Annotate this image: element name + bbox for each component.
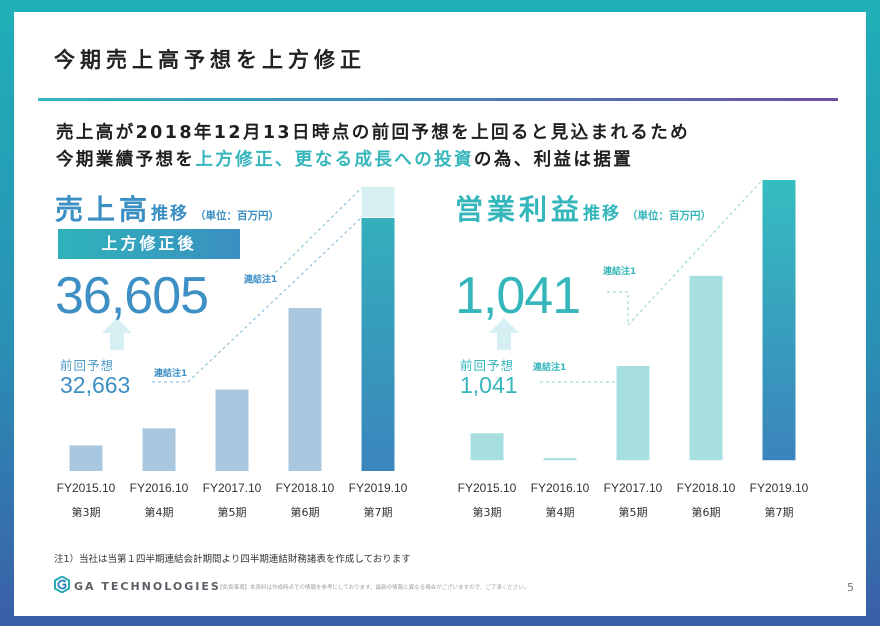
revised-label: 上方修正後 [58,229,240,259]
revenue-x-label-2: FY2017.10 [203,481,262,495]
revenue-x-label-3: FY2018.10 [276,481,335,495]
op-income-chart-title: 営業利益推移 （単位：百万円） [455,188,711,228]
revenue-period-label-2: 第5期 [218,505,247,519]
op-title-small: 推移 [583,204,622,224]
revenue-period-label-0: 第3期 [72,505,101,519]
op-prev-note: 連結注1 [533,363,567,373]
lead-line-2-a: 今期業績予想を [56,150,196,170]
revenue-unit: （単位：百万円） [195,210,280,222]
lead-line-1: 売上高が2018年12月13日時点の前回予想を上回ると見込まれるため [56,123,691,143]
logo-icon [54,576,70,593]
title-rule [38,98,838,101]
logo-text: GA TECHNOLOGIES [74,580,221,593]
revenue-revised-value: 36,605 [55,267,209,325]
revenue-revised-connector [244,187,362,284]
op-prev-value: 1,041 [460,372,518,398]
op-revised-connector [607,179,763,327]
revenue-bar-0 [69,445,103,471]
op-income-bar-4 [762,180,796,461]
revenue-bar-3 [288,308,322,471]
op-income-x-label-0: FY2015.10 [458,481,517,495]
op-revised-note: 連結注1 [603,267,637,277]
op-income-x-label-1: FY2016.10 [531,481,590,495]
op-income-bar-0 [470,433,504,461]
revenue-bar-4 [361,186,395,472]
op-income-x-label-4: FY2019.10 [750,481,809,495]
op-income-period-label-4: 第7期 [765,505,794,519]
op-unit: （単位：百万円） [627,210,712,222]
op-income-period-label-0: 第3期 [473,505,502,519]
op-revised-value: 1,041 [455,267,581,325]
revenue-title-small: 推移 [151,204,190,224]
op-income-x-label-3: FY2018.10 [677,481,736,495]
op-income-period-label-2: 第5期 [619,505,648,519]
disclaimer: 【免責事項】本資料は作成時点での情報を参考にしております。最新の情報と異なる場合… [217,585,530,591]
lead-line-2-accent: 上方修正、更なる成長への投資 [195,150,474,170]
page-number: 5 [847,581,854,594]
op-income-period-label-1: 第4期 [546,505,575,519]
revenue-revised-note: 連結注1 [244,275,278,285]
revenue-x-label-1: FY2016.10 [130,481,189,495]
op-prev-label: 前回予想 [460,358,515,373]
slide [14,12,866,616]
revenue-bar-2 [215,389,249,471]
revenue-prev-connector [152,217,362,383]
revenue-title-big: 売上高 [55,193,152,226]
op-income-x-label-2: FY2017.10 [604,481,663,495]
revenue-period-label-1: 第4期 [145,505,174,519]
revenue-x-label-4: FY2019.10 [349,481,408,495]
revenue-x-label-0: FY2015.10 [57,481,116,495]
op-income-period-label-3: 第6期 [692,505,721,519]
page-title: 今期売上高予想を上方修正 [54,48,366,72]
revenue-prev-note: 連結注1 [154,369,188,379]
revenue-up-arrow [102,318,132,350]
revenue-prev-label: 前回予想 [60,358,115,373]
op-income-up-arrow [489,318,519,350]
revenue-bar-1 [142,428,176,471]
revenue-period-label-3: 第6期 [291,505,320,519]
revenue-revised-portion [361,186,395,218]
lead-line-2-b: の為、利益は据置 [473,150,634,170]
revenue-chart-title: 売上高推移 （単位：百万円） [55,188,279,228]
revenue-period-label-4: 第7期 [364,505,393,519]
op-income-bar-3 [689,275,723,461]
lead-line-2: 今期業績予想を上方修正、更なる成長への投資の為、利益は据置 [56,146,633,171]
op-income-bar-2 [616,366,650,461]
op-income-bar-1 [543,458,577,461]
revenue-prev-value: 32,663 [60,372,131,398]
op-title-big: 営業利益 [455,193,584,226]
footnote: 注1）当社は当第１四半期連結会計期間より四半期連結財務諸表を作成しております [54,554,411,565]
